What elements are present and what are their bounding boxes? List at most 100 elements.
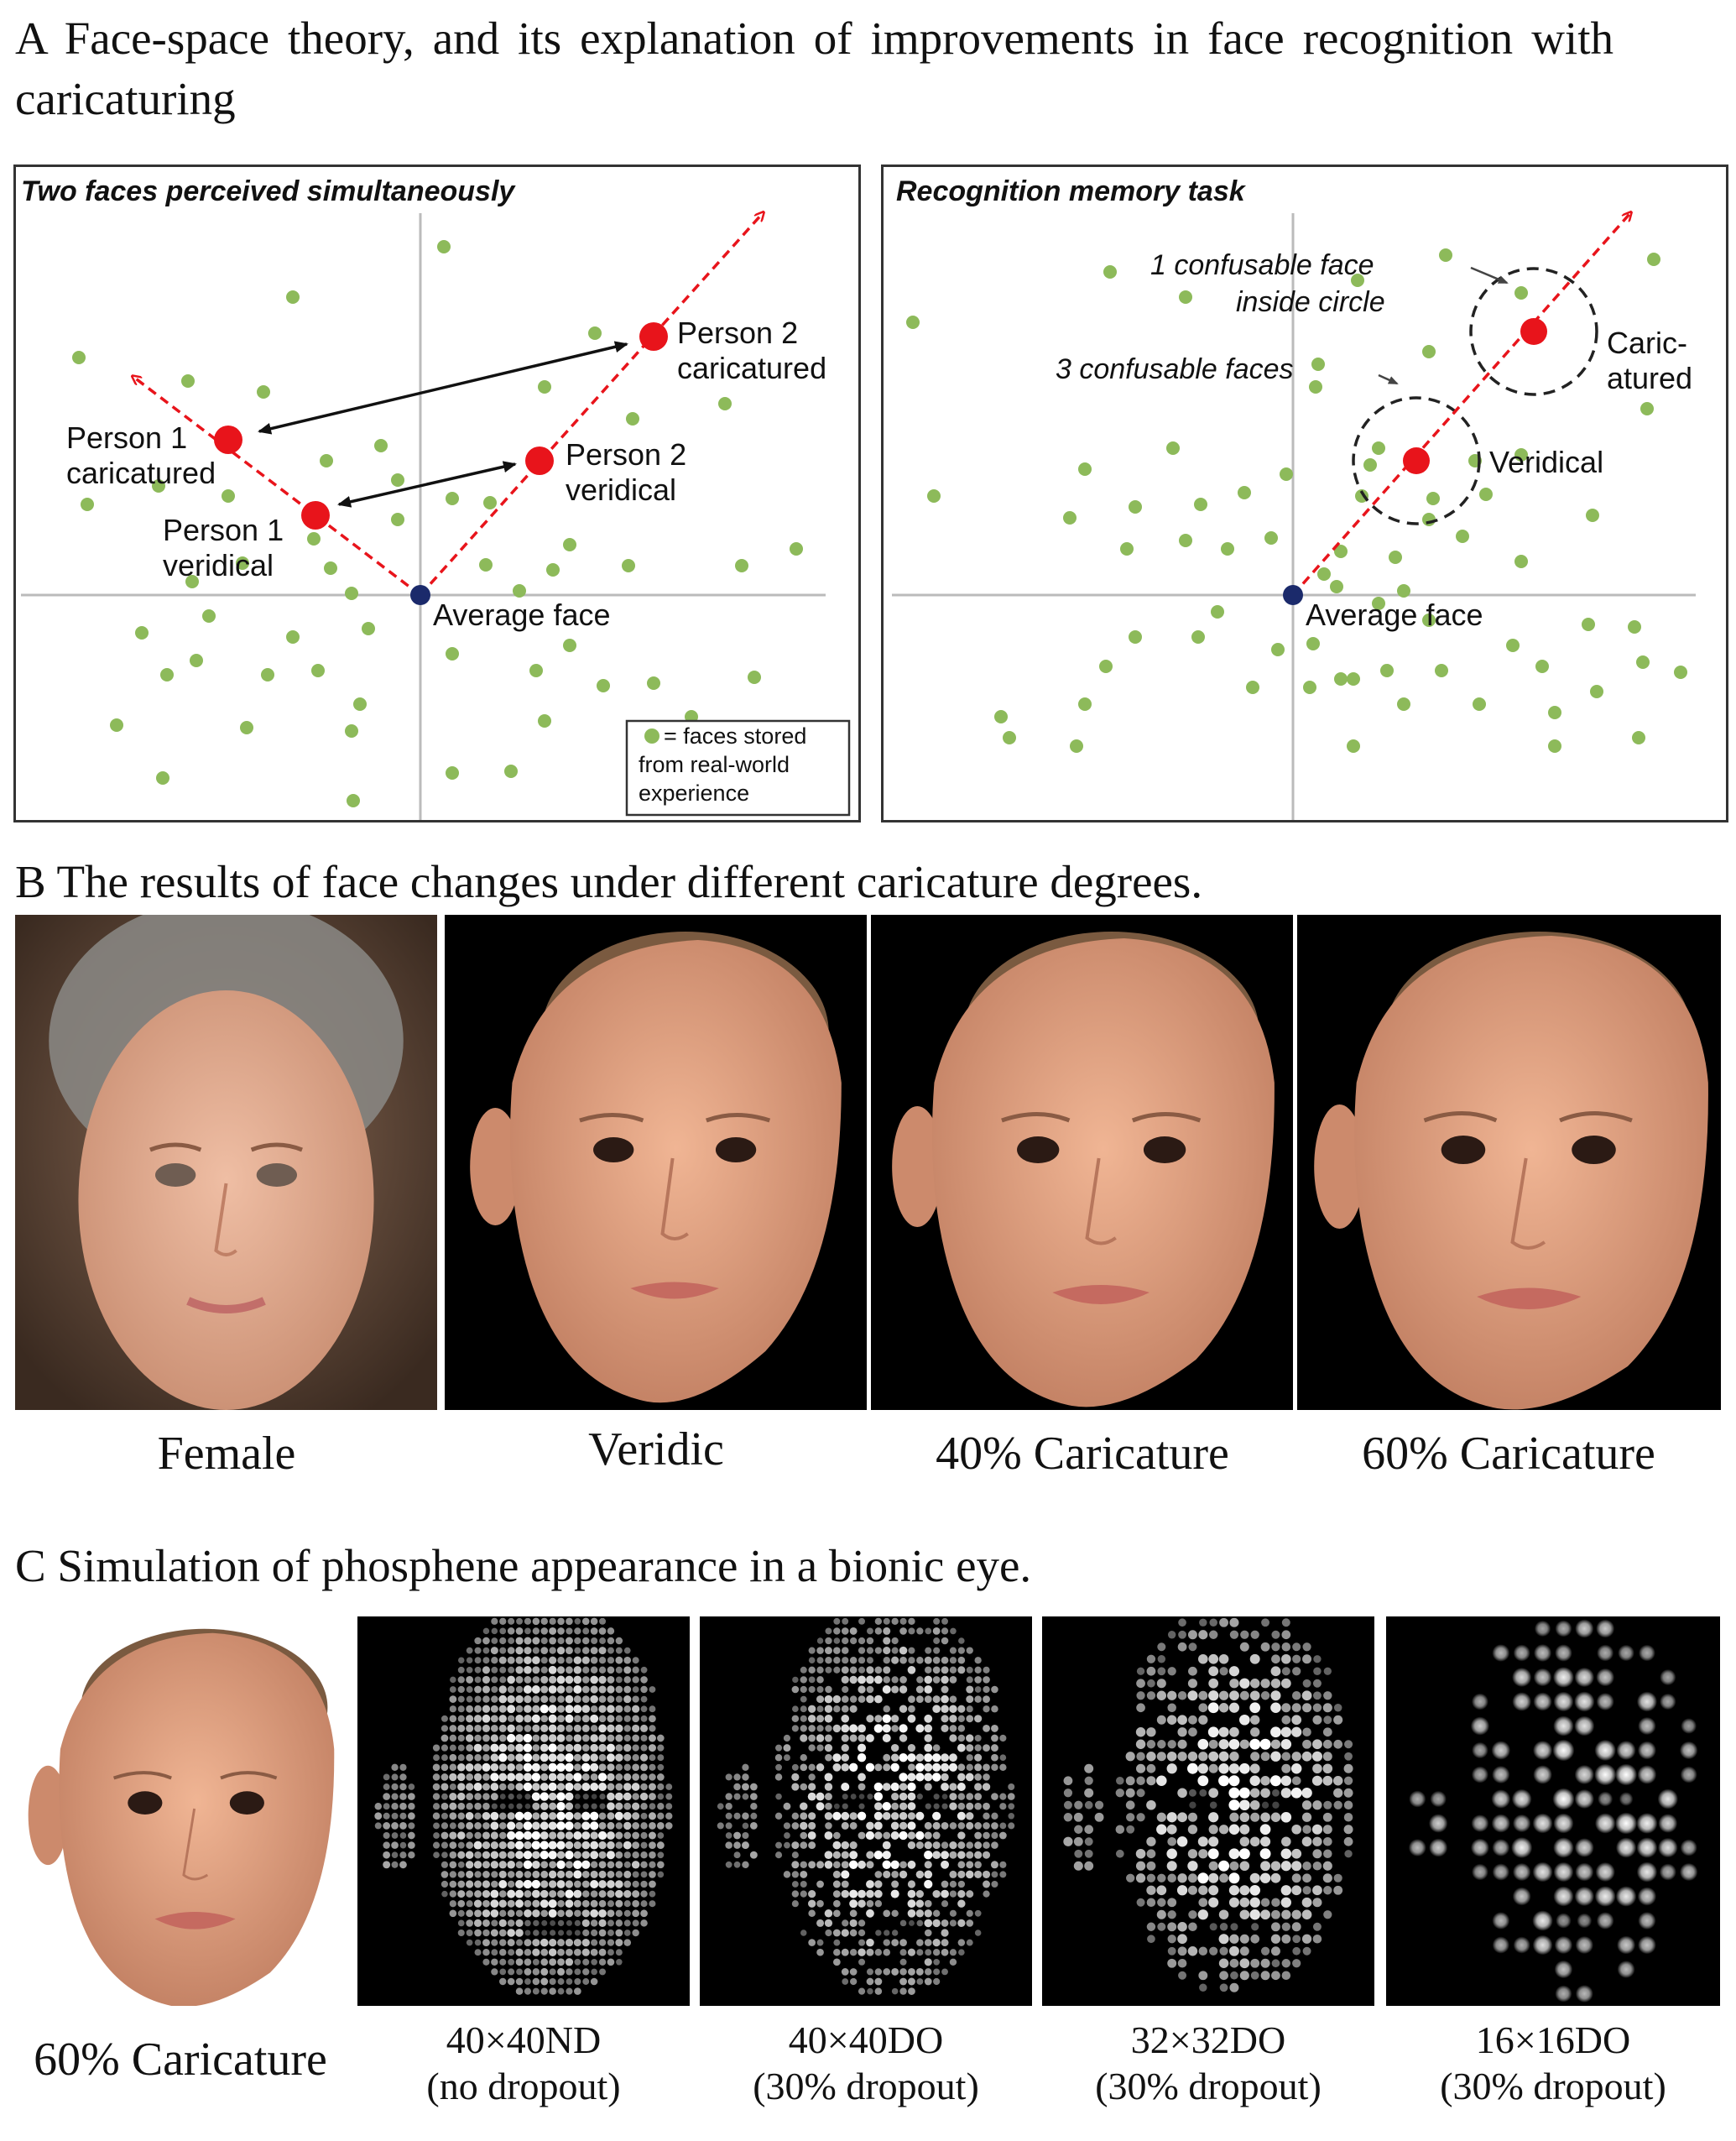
phosphene-dot [490, 1705, 498, 1713]
phosphene-dot [983, 1890, 990, 1898]
phosphene-dot [1280, 1811, 1292, 1823]
stored-face-dot [1246, 681, 1259, 694]
phosphene-dot [457, 1919, 465, 1927]
phosphene-dot [1574, 1691, 1595, 1712]
phosphene-dot [1147, 1935, 1155, 1944]
phosphene-dot [550, 1930, 556, 1936]
phosphene-dot [891, 1647, 899, 1654]
phosphene-dot [1532, 1935, 1553, 1956]
phosphene-dot [514, 1811, 524, 1820]
phosphene-dot [540, 1734, 549, 1742]
phosphene-dot [750, 1793, 758, 1800]
caption-c-16x16do-line2: (30% dropout) [1440, 2065, 1666, 2108]
phosphene-dot [1187, 1690, 1198, 1701]
phosphene-dot [640, 1695, 648, 1703]
phosphene-dot [508, 1968, 515, 1976]
phosphene-dot [515, 1656, 524, 1664]
phosphene-dot [383, 1851, 391, 1859]
phosphene-dot [466, 1695, 473, 1703]
phosphene-dot [531, 1879, 541, 1889]
phosphene-dot [482, 1705, 491, 1713]
phosphene-dot [1198, 1898, 1208, 1908]
phosphene-dot [590, 1666, 598, 1674]
phosphene-dot [907, 1948, 916, 1956]
phosphene-dot [590, 1675, 598, 1684]
phosphene-dot [640, 1802, 648, 1810]
phosphene-dot [599, 1794, 606, 1800]
label-average-face: Average face [1306, 598, 1483, 632]
phosphene-dot [1312, 1800, 1322, 1810]
phosphene-dot [607, 1909, 615, 1918]
phosphene-dot [1312, 1679, 1322, 1688]
phosphene-dot [1208, 1763, 1218, 1773]
phosphene-dot [482, 1831, 490, 1840]
phosphene-dot [874, 1977, 883, 1986]
label-average-face: Average face [433, 598, 610, 632]
phosphene-dot [582, 1978, 590, 1985]
phosphene-dot [615, 1919, 623, 1927]
phosphene-dot [482, 1773, 490, 1781]
phosphene-dot [623, 1734, 631, 1742]
phosphene-dot [399, 1773, 407, 1781]
phosphene-dot [498, 1899, 507, 1908]
phosphene-dot [907, 1841, 916, 1850]
phosphene-dot [1575, 1985, 1593, 2003]
phosphene-dot [466, 1753, 474, 1762]
phosphene-dot [1281, 1715, 1291, 1725]
phosphene-dot [999, 1754, 1007, 1762]
phosphene-dot [490, 1929, 498, 1937]
phosphene-dot [949, 1880, 957, 1888]
phosphene-dot [474, 1657, 482, 1664]
phosphene-dot [857, 1811, 867, 1820]
phosphene-dot [466, 1939, 473, 1946]
phosphene-dot [491, 1949, 498, 1956]
phosphene-dot [808, 1773, 816, 1781]
phosphene-dot [1552, 1667, 1574, 1688]
phosphene-dot [866, 1675, 874, 1684]
phosphene-dot [974, 1763, 983, 1772]
phosphene-dot [982, 1783, 991, 1791]
phosphene-dot [966, 1909, 973, 1917]
phosphene-dot [623, 1792, 632, 1801]
phosphene-dot [1408, 1839, 1426, 1856]
phosphene-dot [1218, 1690, 1229, 1700]
phosphene-dot [556, 1821, 566, 1830]
phosphene-dot [649, 1763, 656, 1771]
phosphene-dot [1323, 1836, 1332, 1846]
phosphene-dot [1270, 1739, 1281, 1749]
phosphene-dot [899, 1783, 908, 1791]
phosphene-dot [825, 1656, 832, 1664]
phosphene-dot [515, 1919, 524, 1927]
phosphene-dot [557, 1919, 565, 1927]
phosphene-dot [874, 1695, 883, 1704]
phosphene-dot [540, 1685, 549, 1694]
phosphene-dot [515, 1987, 524, 1995]
phosphene-dot [514, 1830, 524, 1841]
phosphene-dot [915, 1811, 925, 1820]
phosphene-dot [632, 1734, 639, 1742]
phosphene-dot [816, 1792, 825, 1801]
average-face-point [410, 585, 430, 605]
phosphene-dot [1229, 1812, 1239, 1822]
phosphene-dot [457, 1899, 466, 1908]
phosphene-dot [1597, 1644, 1614, 1662]
phosphene-dot [874, 1968, 883, 1976]
phosphene-dot [581, 1948, 590, 1956]
phosphene-dot [1312, 1898, 1322, 1908]
phosphene-dot [1146, 1849, 1156, 1859]
phosphene-dot [515, 1666, 524, 1674]
phosphene-dot [1167, 1946, 1176, 1956]
phosphene-dot [1574, 1667, 1595, 1688]
phosphene-dot [457, 1773, 466, 1782]
stored-face-dot [446, 492, 459, 505]
phosphene-dot [883, 1968, 891, 1976]
phosphene-dot [432, 1793, 441, 1800]
phosphene-dot [883, 1657, 890, 1664]
phosphene-dot [1177, 1946, 1187, 1956]
phosphene-dot [1178, 1971, 1187, 1980]
person1-caricatured-point [214, 426, 242, 454]
stored-face-dot [1372, 441, 1385, 455]
phosphene-dot [508, 1666, 515, 1674]
phosphene-dot [816, 1725, 824, 1732]
phosphene-dot [908, 1987, 915, 1995]
